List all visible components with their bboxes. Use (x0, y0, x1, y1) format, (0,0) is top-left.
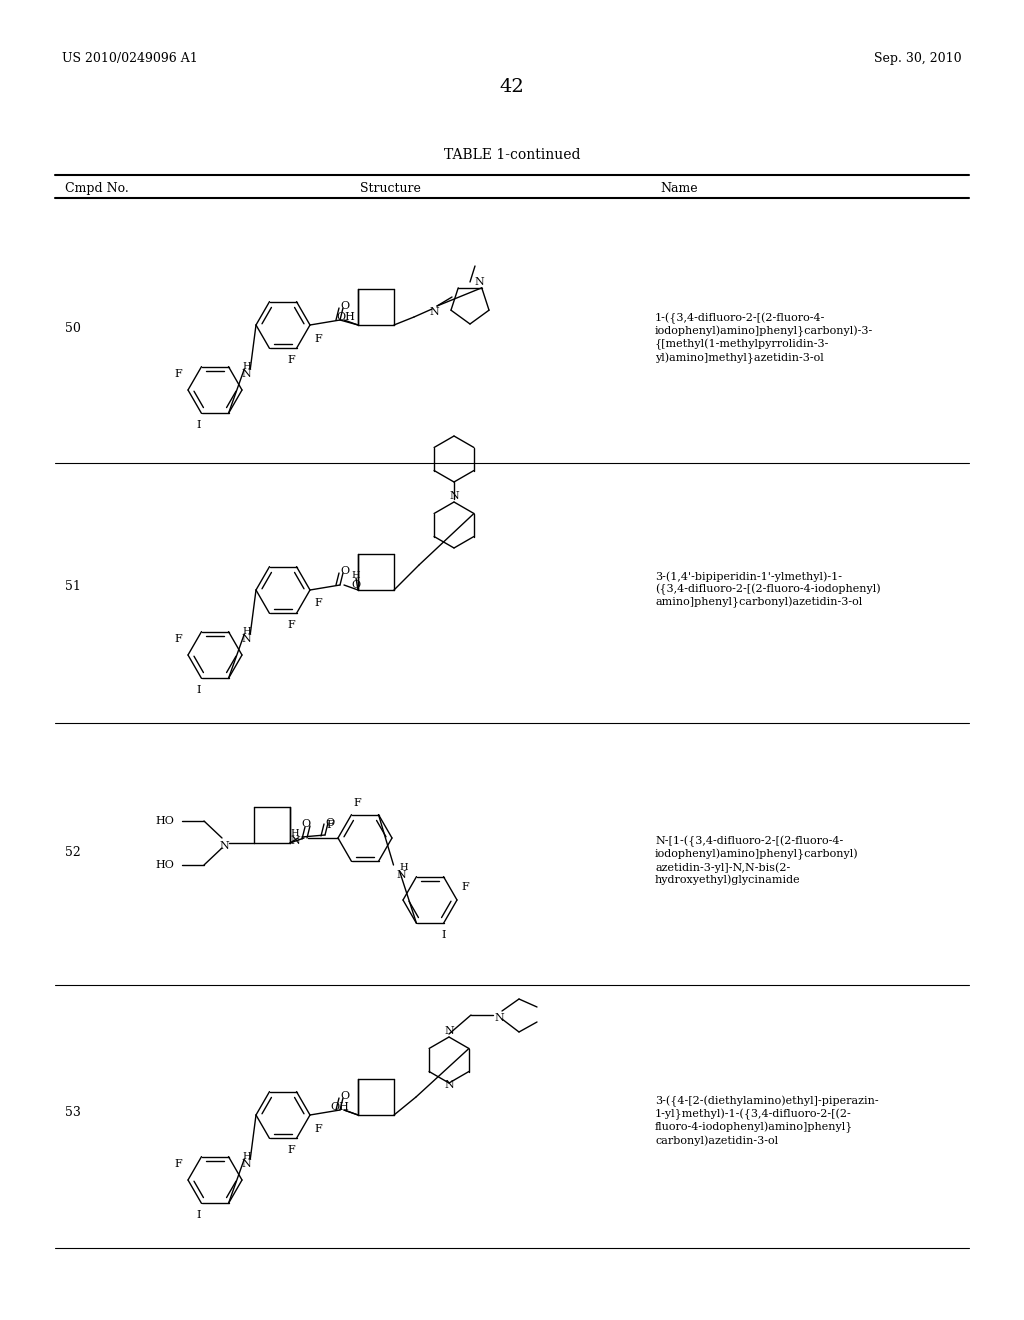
Text: F: F (314, 598, 322, 609)
Text: N: N (396, 870, 407, 880)
Text: 3-({4-[2-(diethylamino)ethyl]-piperazin-
1-yl}methyl)-1-({3,4-difluoro-2-[(2-
fl: 3-({4-[2-(diethylamino)ethyl]-piperazin-… (655, 1096, 879, 1146)
Text: F: F (287, 355, 295, 366)
Text: H: H (242, 362, 251, 371)
Text: F: F (287, 1144, 295, 1155)
Text: 50: 50 (65, 322, 81, 335)
Text: Name: Name (660, 182, 697, 195)
Text: F: F (174, 1159, 182, 1168)
Text: I: I (197, 1210, 201, 1220)
Text: N: N (444, 1080, 454, 1090)
Text: 3-(1,4'-bipiperidin-1'-ylmethyl)-1-
({3,4-difluoro-2-[(2-fluoro-4-iodophenyl)
am: 3-(1,4'-bipiperidin-1'-ylmethyl)-1- ({3,… (655, 572, 881, 607)
Text: HO: HO (155, 816, 174, 826)
Text: I: I (441, 931, 445, 940)
Text: HO: HO (155, 861, 174, 870)
Text: I: I (197, 420, 201, 430)
Text: F: F (174, 368, 182, 379)
Text: N: N (495, 1012, 504, 1023)
Text: O: O (326, 818, 335, 828)
Text: N: N (474, 277, 484, 286)
Text: N: N (429, 308, 439, 317)
Text: H: H (242, 627, 251, 636)
Text: OH: OH (336, 312, 355, 322)
Text: H: H (399, 862, 408, 871)
Text: N: N (242, 1159, 251, 1170)
Text: I: I (197, 685, 201, 696)
Text: F: F (174, 634, 182, 644)
Text: 42: 42 (500, 78, 524, 96)
Text: O: O (301, 818, 310, 829)
Text: H: H (242, 1151, 251, 1160)
Text: US 2010/0249096 A1: US 2010/0249096 A1 (62, 51, 198, 65)
Text: 1-({3,4-difluoro-2-[(2-fluoro-4-
iodophenyl)amino]phenyl}carbonyl)-3-
{[methyl(1: 1-({3,4-difluoro-2-[(2-fluoro-4- iodophe… (655, 313, 873, 363)
Text: H: H (351, 572, 360, 581)
Text: Cmpd No.: Cmpd No. (65, 182, 129, 195)
Text: N: N (290, 836, 300, 846)
Text: 53: 53 (65, 1106, 81, 1118)
Text: 52: 52 (65, 846, 81, 858)
Text: F: F (461, 882, 469, 891)
Text: F: F (314, 1123, 322, 1134)
Text: TABLE 1-continued: TABLE 1-continued (443, 148, 581, 162)
Text: Structure: Structure (359, 182, 421, 195)
Text: F: F (287, 620, 295, 630)
Text: N-[1-({3,4-difluoro-2-[(2-fluoro-4-
iodophenyl)amino]phenyl}carbonyl)
azetidin-3: N-[1-({3,4-difluoro-2-[(2-fluoro-4- iodo… (655, 836, 859, 884)
Text: N: N (450, 491, 459, 502)
Text: N: N (242, 634, 251, 644)
Text: 51: 51 (65, 581, 81, 594)
Text: F: F (314, 334, 322, 343)
Text: O: O (340, 301, 349, 312)
Text: O: O (351, 579, 360, 590)
Text: O: O (340, 566, 349, 576)
Text: N: N (444, 1026, 454, 1036)
Text: F: F (353, 799, 360, 808)
Text: N: N (219, 841, 229, 851)
Text: N: N (242, 370, 251, 379)
Text: H: H (291, 829, 299, 837)
Text: OH: OH (331, 1102, 349, 1111)
Text: Sep. 30, 2010: Sep. 30, 2010 (874, 51, 962, 65)
Text: O: O (340, 1092, 349, 1101)
Text: F: F (326, 820, 334, 829)
